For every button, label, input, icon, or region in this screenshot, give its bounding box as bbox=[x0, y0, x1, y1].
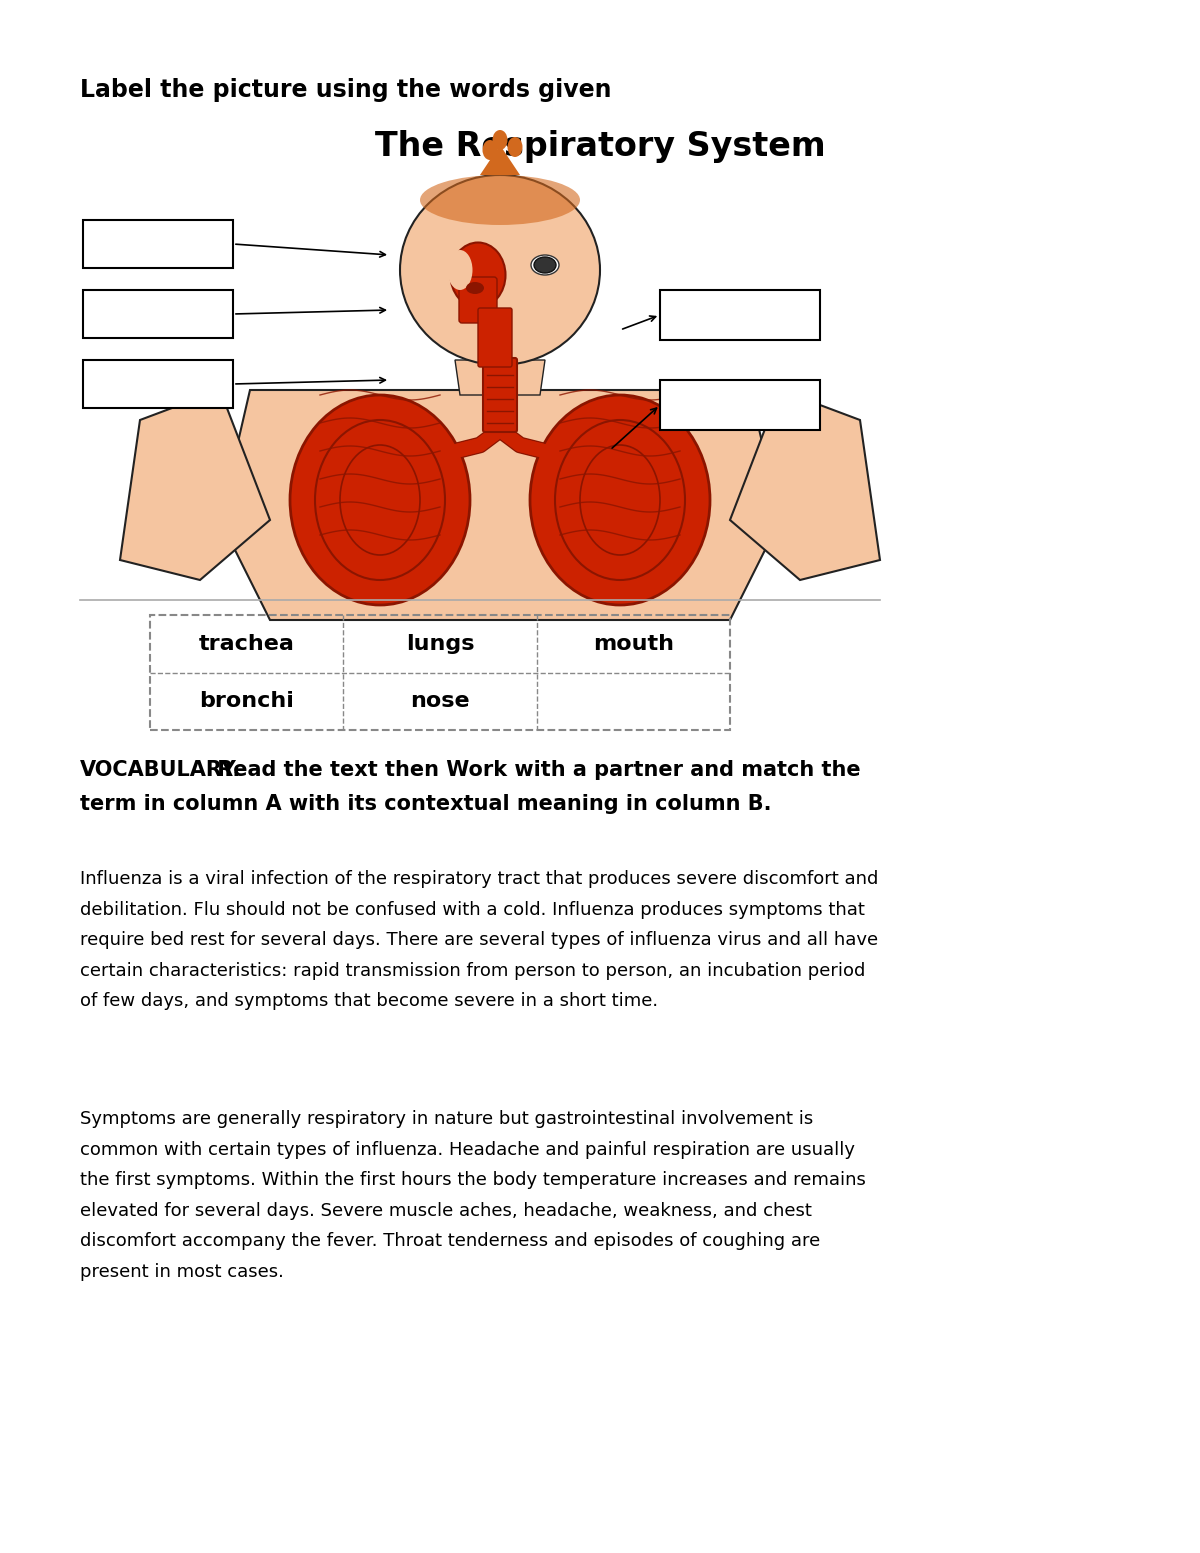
Ellipse shape bbox=[492, 130, 508, 151]
Ellipse shape bbox=[466, 283, 484, 294]
Bar bbox=[660, 380, 820, 430]
Ellipse shape bbox=[400, 175, 600, 365]
Ellipse shape bbox=[420, 175, 580, 225]
Bar bbox=[150, 615, 730, 730]
Polygon shape bbox=[120, 390, 270, 579]
Bar bbox=[83, 290, 233, 339]
Text: Symptoms are generally respiratory in nature but gastrointestinal involvement is: Symptoms are generally respiratory in na… bbox=[80, 1110, 866, 1281]
Ellipse shape bbox=[534, 256, 556, 273]
Text: Label the picture using the words given: Label the picture using the words given bbox=[80, 78, 612, 102]
Polygon shape bbox=[455, 360, 545, 394]
Text: Influenza is a viral infection of the respiratory tract that produces severe dis: Influenza is a viral infection of the re… bbox=[80, 870, 878, 1011]
Text: mouth: mouth bbox=[593, 634, 674, 654]
Ellipse shape bbox=[530, 255, 559, 275]
Polygon shape bbox=[480, 144, 520, 175]
Text: trachea: trachea bbox=[199, 634, 295, 654]
Ellipse shape bbox=[538, 258, 553, 272]
Ellipse shape bbox=[530, 394, 710, 606]
Text: term in column A with its contextual meaning in column B.: term in column A with its contextual mea… bbox=[80, 794, 772, 814]
Ellipse shape bbox=[448, 250, 473, 290]
Ellipse shape bbox=[482, 140, 498, 160]
FancyBboxPatch shape bbox=[458, 276, 497, 323]
Ellipse shape bbox=[450, 242, 505, 307]
Bar bbox=[83, 360, 233, 408]
Polygon shape bbox=[730, 390, 880, 579]
Text: Read the text then Work with a partner and match the: Read the text then Work with a partner a… bbox=[210, 759, 860, 780]
Text: The Respiratory System: The Respiratory System bbox=[374, 130, 826, 163]
Polygon shape bbox=[220, 390, 780, 620]
FancyBboxPatch shape bbox=[478, 307, 512, 367]
Text: nose: nose bbox=[410, 691, 470, 711]
Ellipse shape bbox=[508, 137, 522, 157]
Bar bbox=[83, 221, 233, 269]
Text: lungs: lungs bbox=[406, 634, 474, 654]
Bar bbox=[660, 290, 820, 340]
Ellipse shape bbox=[290, 394, 470, 606]
Text: VOCABULARY.: VOCABULARY. bbox=[80, 759, 241, 780]
FancyBboxPatch shape bbox=[482, 359, 517, 432]
Text: bronchi: bronchi bbox=[199, 691, 294, 711]
